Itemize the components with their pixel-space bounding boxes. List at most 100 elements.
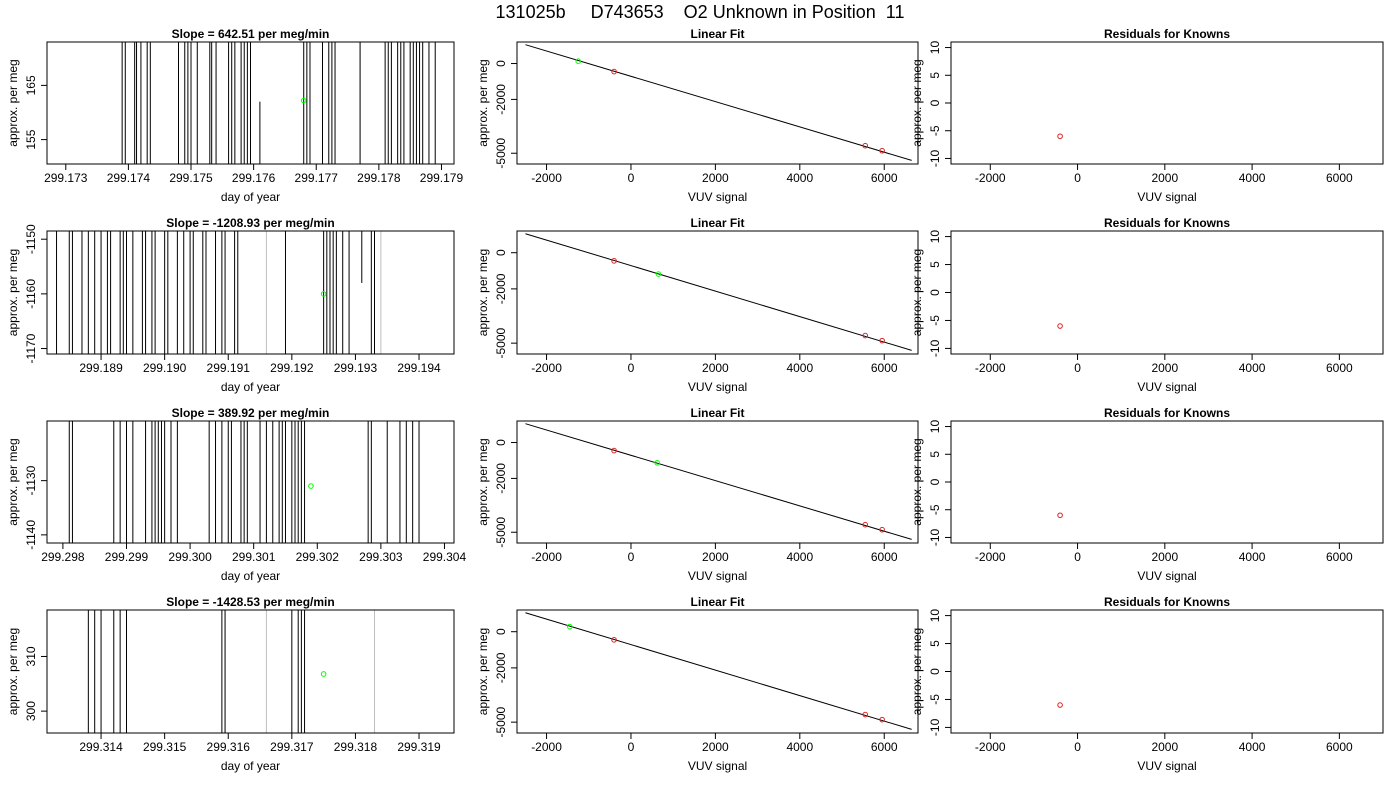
x-axis-label: day of year <box>221 380 280 394</box>
x-tick-label: 2000 <box>702 171 729 185</box>
x-axis-label: VUV signal <box>1137 190 1196 204</box>
y-tick-label: -1160 <box>24 279 38 309</box>
x-tick-label: 299.314 <box>79 740 123 754</box>
y-tick-label: 0 <box>928 289 942 296</box>
y-tick-label: 0 <box>494 628 508 635</box>
fit-line <box>525 233 912 351</box>
x-tick-label: 299.177 <box>295 171 339 185</box>
x-tick-label: 299.179 <box>420 171 464 185</box>
x-tick-label: 0 <box>1074 171 1081 185</box>
panel-fit-row4: -2000 0 2000 4000 6000 0 -2000 -5000 Linear Fit V… <box>476 595 919 773</box>
y-tick-label: 10 <box>928 609 942 623</box>
y-tick-label: 310 <box>24 646 38 666</box>
unknown-point <box>320 671 327 677</box>
x-tick-label: -2000 <box>531 361 562 375</box>
unknown-point <box>320 291 327 297</box>
panel-title: Linear Fit <box>690 595 744 609</box>
residual-point <box>1057 323 1063 329</box>
x-tick-label: 6000 <box>871 171 898 185</box>
x-axis-label: VUV signal <box>1137 569 1196 583</box>
y-axis-label: approx. per meg <box>910 438 924 525</box>
fit-line <box>525 612 912 730</box>
x-tick-label: 299.316 <box>207 740 251 754</box>
x-tick-label: 0 <box>628 361 635 375</box>
plot-area <box>56 231 382 354</box>
y-tick-label: -5000 <box>494 706 508 737</box>
x-tick-label: 299.318 <box>334 740 378 754</box>
panel-title: Residuals for Knowns <box>1104 406 1230 420</box>
x-axis-label: VUV signal <box>688 380 747 394</box>
panel-title: Residuals for Knowns <box>1104 595 1230 609</box>
plot-frame <box>46 420 455 544</box>
x-tick-label: 4000 <box>786 740 813 754</box>
y-tick-label: 5 <box>928 451 942 458</box>
panel-title: Linear Fit <box>690 216 744 230</box>
panel-residuals-row4: -2000 0 2000 4000 6000 10 5 0 -5 -10 Residuals for… <box>910 595 1384 773</box>
x-tick-label: 0 <box>1074 550 1081 564</box>
panel-title: Residuals for Knowns <box>1104 27 1230 41</box>
panel-fit-row1: -2000 0 2000 4000 6000 0 -2000 -5000 Linear Fit V… <box>476 27 919 204</box>
y-tick-label: -1130 <box>24 465 38 495</box>
y-tick-label: 5 <box>928 640 942 647</box>
y-tick-label: 10 <box>928 41 942 55</box>
y-tick-label: 165 <box>24 75 38 95</box>
unknown-point <box>300 97 307 104</box>
x-axis-label: day of year <box>221 190 280 204</box>
x-tick-label: 6000 <box>1326 740 1353 754</box>
plot-area <box>1057 512 1063 519</box>
y-tick-label: -5 <box>928 694 942 705</box>
panel-timeseries-row1: 299.173 299.174 299.175 299.176 299.177 299.1… <box>6 27 463 204</box>
x-tick-label: 299.176 <box>232 171 276 185</box>
x-tick-label: 299.298 <box>41 550 85 564</box>
plot-frame <box>950 609 1384 734</box>
x-tick-label: -2000 <box>975 171 1006 185</box>
x-axis-label: VUV signal <box>688 569 747 583</box>
x-tick-label: 0 <box>628 171 635 185</box>
known-point <box>862 521 869 528</box>
panel-fit-row2: -2000 0 2000 4000 6000 0 -2000 -5000 Linear Fit V… <box>476 216 919 394</box>
y-tick-label: -10 <box>928 149 942 167</box>
x-tick-label: 2000 <box>1151 361 1178 375</box>
y-tick-label: -2000 <box>494 463 508 494</box>
known-point <box>879 526 885 533</box>
known-point <box>879 147 885 154</box>
y-tick-label: -2000 <box>494 652 508 683</box>
plot-frame <box>516 41 919 165</box>
plot-frame <box>950 41 1384 165</box>
known-point <box>611 637 617 643</box>
y-tick-label: 0 <box>928 99 942 106</box>
plot-area <box>68 421 420 543</box>
y-axis-label: approx. per meg <box>910 628 924 715</box>
y-tick-label: 0 <box>928 668 942 675</box>
y-axis-label: approx. per meg <box>476 249 490 336</box>
y-tick-label: 10 <box>928 420 942 434</box>
x-tick-label: -2000 <box>975 361 1006 375</box>
y-axis-label: approx. per meg <box>6 628 20 715</box>
unknown-point <box>566 623 573 630</box>
x-axis-label: VUV signal <box>1137 380 1196 394</box>
x-tick-label: 299.194 <box>397 361 441 375</box>
known-point <box>611 68 617 75</box>
x-tick-label: 6000 <box>871 740 898 754</box>
fit-line <box>525 423 912 540</box>
known-point <box>862 332 869 339</box>
plot-area <box>121 42 436 164</box>
panel-title: Slope = 389.92 per meg/min <box>172 406 330 420</box>
residual-point <box>1057 512 1063 519</box>
plot-area <box>87 610 376 733</box>
x-tick-label: 2000 <box>702 361 729 375</box>
x-tick-label: 299.192 <box>270 361 314 375</box>
y-tick-label: -5 <box>928 504 942 515</box>
y-tick-label: -1150 <box>24 224 38 254</box>
x-tick-label: 299.319 <box>397 740 441 754</box>
residual-point <box>1057 702 1063 708</box>
plot-area <box>1057 133 1063 140</box>
y-axis-label: approx. per meg <box>910 249 924 336</box>
panel-residuals-row2: -2000 0 2000 4000 6000 10 5 0 -5 -10 Residuals for… <box>910 216 1384 394</box>
unknown-point <box>654 460 660 466</box>
plot-frame <box>950 420 1384 544</box>
panel-timeseries-row3: 299.298 299.299 299.300 299.301 299.302 299.3… <box>6 406 466 583</box>
x-tick-label: 299.178 <box>357 171 401 185</box>
panel-title: Slope = -1428.53 per meg/min <box>166 595 334 609</box>
